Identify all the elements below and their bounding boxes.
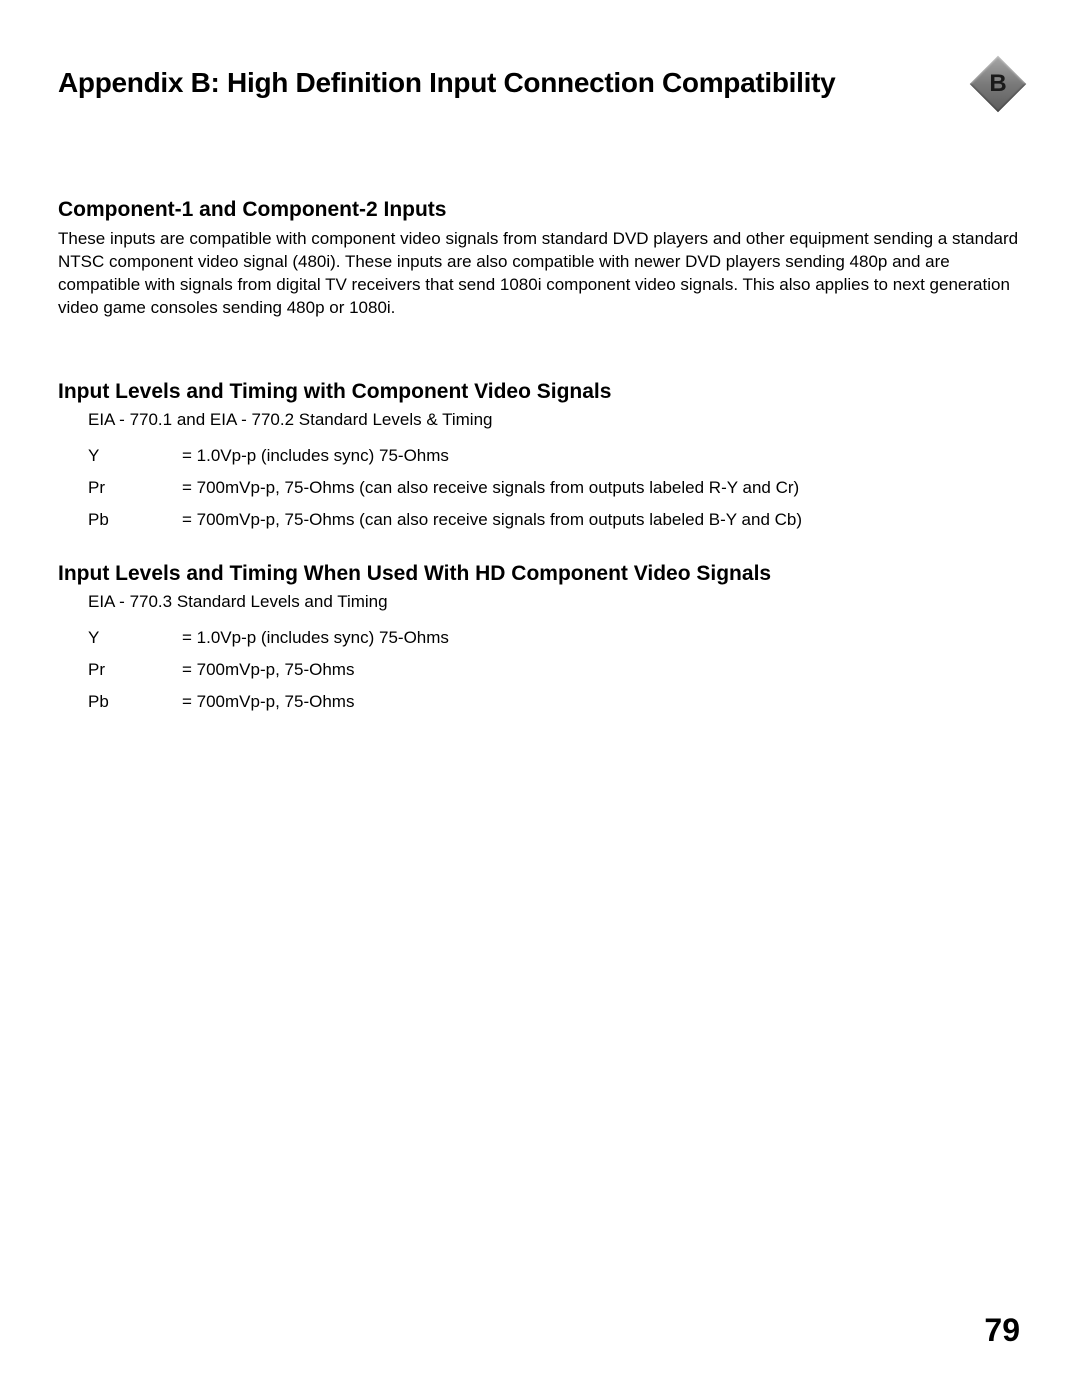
spec-label: Y bbox=[88, 628, 182, 648]
section2-note: EIA - 770.1 and EIA - 770.2 Standard Lev… bbox=[88, 410, 1022, 430]
spec-label: Pb bbox=[88, 692, 182, 712]
spec-label: Pr bbox=[88, 660, 182, 680]
spec-value: = 1.0Vp-p (includes sync) 75-Ohms bbox=[182, 446, 1022, 466]
table-row: Pr = 700mVp-p, 75-Ohms (can also receive… bbox=[88, 478, 1022, 498]
section3-heading: Input Levels and Timing When Used With H… bbox=[58, 562, 1022, 586]
appendix-badge: B bbox=[974, 60, 1022, 108]
section1-body: These inputs are compatible with compone… bbox=[58, 228, 1022, 320]
table-row: Pr = 700mVp-p, 75-Ohms bbox=[88, 660, 1022, 680]
table-row: Y = 1.0Vp-p (includes sync) 75-Ohms bbox=[88, 628, 1022, 648]
section3-note: EIA - 770.3 Standard Levels and Timing bbox=[88, 592, 1022, 612]
section1-heading: Component-1 and Component-2 Inputs bbox=[58, 198, 1022, 222]
section3-table: Y = 1.0Vp-p (includes sync) 75-Ohms Pr =… bbox=[88, 628, 1022, 712]
page-title: Appendix B: High Definition Input Connec… bbox=[58, 60, 835, 100]
section2-table: Y = 1.0Vp-p (includes sync) 75-Ohms Pr =… bbox=[88, 446, 1022, 530]
badge-letter: B bbox=[974, 60, 1022, 108]
header-row: Appendix B: High Definition Input Connec… bbox=[58, 60, 1022, 108]
spec-label: Pb bbox=[88, 510, 182, 530]
section2-heading: Input Levels and Timing with Component V… bbox=[58, 380, 1022, 404]
spec-value: = 1.0Vp-p (includes sync) 75-Ohms bbox=[182, 628, 1022, 648]
page-number: 79 bbox=[984, 1312, 1020, 1349]
spec-value: = 700mVp-p, 75-Ohms (can also receive si… bbox=[182, 478, 1022, 498]
spec-label: Y bbox=[88, 446, 182, 466]
table-row: Pb = 700mVp-p, 75-Ohms (can also receive… bbox=[88, 510, 1022, 530]
table-row: Pb = 700mVp-p, 75-Ohms bbox=[88, 692, 1022, 712]
spec-value: = 700mVp-p, 75-Ohms bbox=[182, 692, 1022, 712]
spec-value: = 700mVp-p, 75-Ohms (can also receive si… bbox=[182, 510, 1022, 530]
spec-value: = 700mVp-p, 75-Ohms bbox=[182, 660, 1022, 680]
spec-label: Pr bbox=[88, 478, 182, 498]
table-row: Y = 1.0Vp-p (includes sync) 75-Ohms bbox=[88, 446, 1022, 466]
